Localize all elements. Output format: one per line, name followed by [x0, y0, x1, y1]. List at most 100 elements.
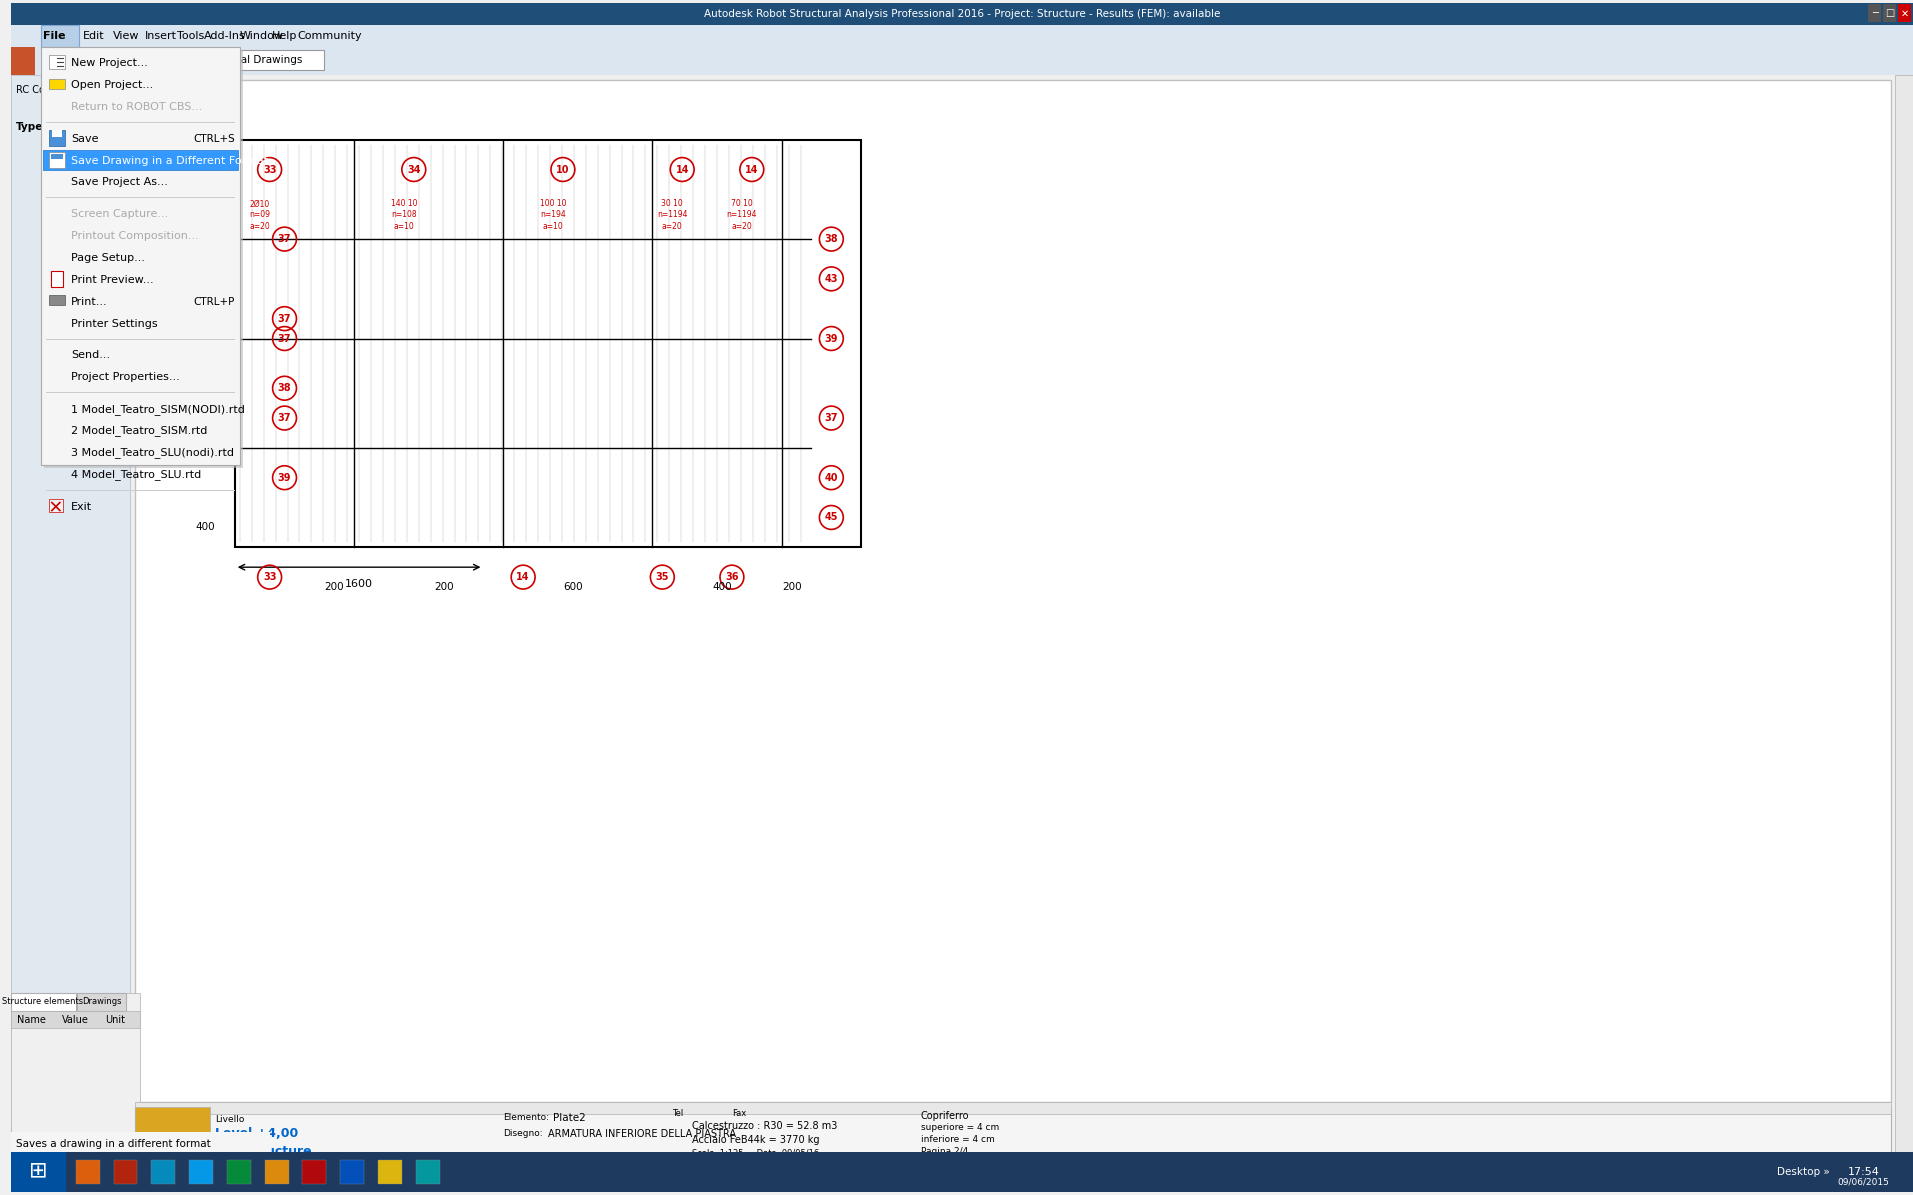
Text: 38: 38 [825, 234, 838, 244]
Text: 40: 40 [825, 473, 838, 483]
Bar [113, 1159, 138, 1183]
Text: 200: 200 [195, 278, 214, 289]
Text: Window: Window [239, 31, 283, 42]
Text: Send...: Send... [71, 350, 109, 361]
Text: Calcestruzzo : R30 = 52.8 m3: Calcestruzzo : R30 = 52.8 m3 [693, 1121, 838, 1130]
Text: 37: 37 [277, 234, 291, 244]
Bar [11, 4, 1913, 25]
Text: Screen Capture...: Screen Capture... [71, 209, 168, 219]
Bar [11, 1011, 140, 1029]
Text: Disegno:: Disegno: [503, 1129, 543, 1138]
Text: Fax: Fax [733, 1109, 746, 1119]
Text: Help: Help [272, 31, 297, 42]
Text: Structure: Structure [245, 1145, 312, 1158]
Text: New Project...: New Project... [71, 59, 147, 68]
Text: superiore = 4 cm: superiore = 4 cm [920, 1123, 999, 1132]
Text: 39: 39 [825, 333, 838, 343]
Bar [11, 48, 34, 75]
Text: Community: Community [297, 31, 362, 42]
Text: 400: 400 [195, 437, 214, 448]
Text: Tema:: Tema: [214, 1145, 241, 1154]
Text: Structure elements: Structure elements [2, 997, 84, 1006]
Text: 14: 14 [744, 165, 759, 174]
Text: PRO: PRO [161, 1147, 184, 1158]
Text: Drawings: Drawings [82, 997, 121, 1006]
Bar [11, 1152, 1913, 1191]
Bar [11, 993, 77, 1011]
Text: 600: 600 [562, 582, 583, 592]
Text: Tools: Tools [178, 31, 205, 42]
Text: CTRL+S: CTRL+S [193, 134, 235, 143]
Text: 140 10
n=108
a=10: 140 10 n=108 a=10 [390, 200, 417, 231]
Bar [50, 79, 65, 88]
Text: 33: 33 [262, 165, 275, 174]
Text: Save Drawing in a Different Format...: Save Drawing in a Different Format... [71, 155, 279, 166]
Text: Unit: Unit [105, 1015, 126, 1024]
Text: 2 Model_Teatro_SISM.rtd: 2 Model_Teatro_SISM.rtd [71, 425, 207, 436]
Text: Livello: Livello [214, 1115, 245, 1124]
Bar [1898, 5, 1911, 23]
Text: File: File [42, 31, 65, 42]
Text: 35: 35 [656, 572, 670, 582]
Bar [1896, 75, 1913, 1171]
Text: 400: 400 [195, 522, 214, 533]
Text: Pagina 2/4: Pagina 2/4 [920, 1147, 968, 1156]
Text: 1600: 1600 [344, 580, 373, 589]
Text: ⊞: ⊞ [29, 1162, 48, 1182]
Text: Insert: Insert [145, 31, 178, 42]
Text: 34: 34 [407, 165, 421, 174]
Text: Plate2: Plate2 [553, 1113, 585, 1123]
Text: Desktop »: Desktop » [1777, 1166, 1831, 1177]
Bar [11, 75, 130, 1152]
Text: Elemento:: Elemento: [503, 1113, 549, 1122]
Text: 37: 37 [277, 333, 291, 343]
Bar [341, 1159, 363, 1183]
Text: 70 10
n=1194
a=20: 70 10 n=1194 a=20 [727, 200, 758, 231]
Bar [228, 1159, 251, 1183]
Text: 38: 38 [277, 384, 291, 393]
Text: 100 10
n=194
a=10: 100 10 n=194 a=10 [539, 200, 566, 231]
Text: ARMATURA INFERIORE DELLA PIASTRA: ARMATURA INFERIORE DELLA PIASTRA [547, 1129, 737, 1139]
Text: 37: 37 [825, 413, 838, 423]
Text: Page Setup...: Page Setup... [71, 253, 145, 263]
Bar [136, 1107, 210, 1162]
Bar [11, 1152, 65, 1191]
Text: Name: Name [17, 1015, 46, 1024]
Bar [1882, 5, 1896, 23]
Text: Type: Type [15, 122, 44, 131]
Bar [11, 25, 1913, 48]
Text: Print...: Print... [71, 296, 107, 307]
Text: 10: 10 [557, 165, 570, 174]
Bar [44, 50, 243, 467]
Bar [235, 140, 861, 547]
Bar [50, 152, 65, 167]
Text: Scala  1:125     Data  09/05/16: Scala 1:125 Data 09/05/16 [693, 1148, 819, 1158]
Bar [52, 130, 61, 136]
Bar [52, 271, 63, 287]
Text: Printout Composition...: Printout Composition... [71, 231, 199, 241]
Text: □: □ [1884, 8, 1894, 18]
Text: CTRL+P: CTRL+P [193, 296, 235, 307]
Text: inferiore = 4 cm: inferiore = 4 cm [920, 1135, 995, 1144]
Bar [302, 1159, 327, 1183]
Text: Final Drawings: Final Drawings [226, 55, 302, 66]
Bar [52, 154, 63, 159]
Bar [136, 80, 1892, 1102]
Bar [151, 1159, 176, 1183]
Text: Value: Value [63, 1015, 90, 1024]
Text: 37: 37 [277, 413, 291, 423]
Text: Printer Settings: Printer Settings [71, 319, 157, 329]
Text: 200: 200 [434, 582, 453, 592]
Bar [136, 1107, 1892, 1162]
Text: Project Properties...: Project Properties... [71, 373, 180, 382]
Bar [205, 50, 325, 71]
Bar [50, 55, 65, 69]
Text: Return to ROBOT CBS...: Return to ROBOT CBS... [71, 102, 203, 112]
Text: Save Project As...: Save Project As... [71, 177, 168, 188]
Bar [40, 25, 78, 48]
Text: 4 Model_Teatro_SLU.rtd: 4 Model_Teatro_SLU.rtd [71, 470, 201, 480]
Bar [136, 1144, 210, 1162]
Text: 400: 400 [712, 582, 733, 592]
Text: 200: 200 [782, 582, 802, 592]
Text: RC Con: RC Con [15, 85, 52, 94]
